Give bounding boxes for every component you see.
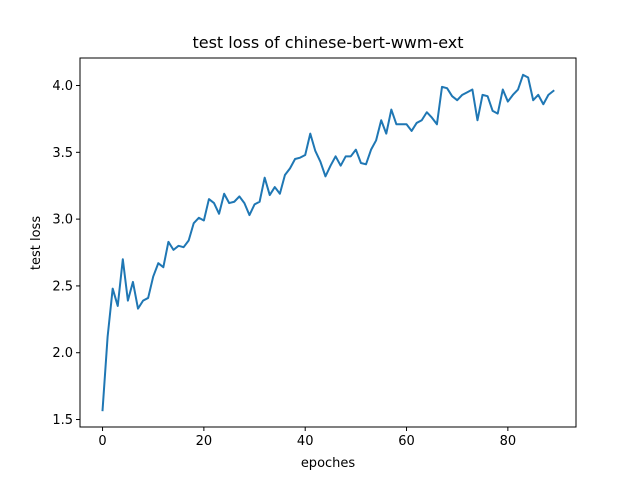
x-tick-label: 20 (196, 434, 213, 449)
y-tick-label: 1.5 (52, 413, 73, 428)
series-line-0 (101, 73, 555, 412)
chart-title: test loss of chinese-bert-wwm-ext (192, 33, 463, 52)
plot-area: 0 20 40 60 80 1.5 2.0 2.5 3.0 3.5 4.0 (52, 57, 577, 449)
axes-frame (79, 57, 577, 428)
x-tick-label: 80 (500, 434, 517, 449)
x-tick-label: 0 (98, 434, 106, 449)
x-tick-label: 40 (297, 434, 314, 449)
y-tick-label: 2.5 (52, 279, 73, 294)
x-tick-label: 60 (398, 434, 415, 449)
y-tick-label: 3.5 (52, 146, 73, 161)
y-tick-label: 4.0 (52, 79, 73, 94)
x-axis-title: epoches (301, 456, 356, 471)
y-tick-label: 3.0 (52, 213, 73, 228)
y-tick-label: 2.0 (52, 346, 73, 361)
y-axis-title: test loss (29, 216, 44, 270)
